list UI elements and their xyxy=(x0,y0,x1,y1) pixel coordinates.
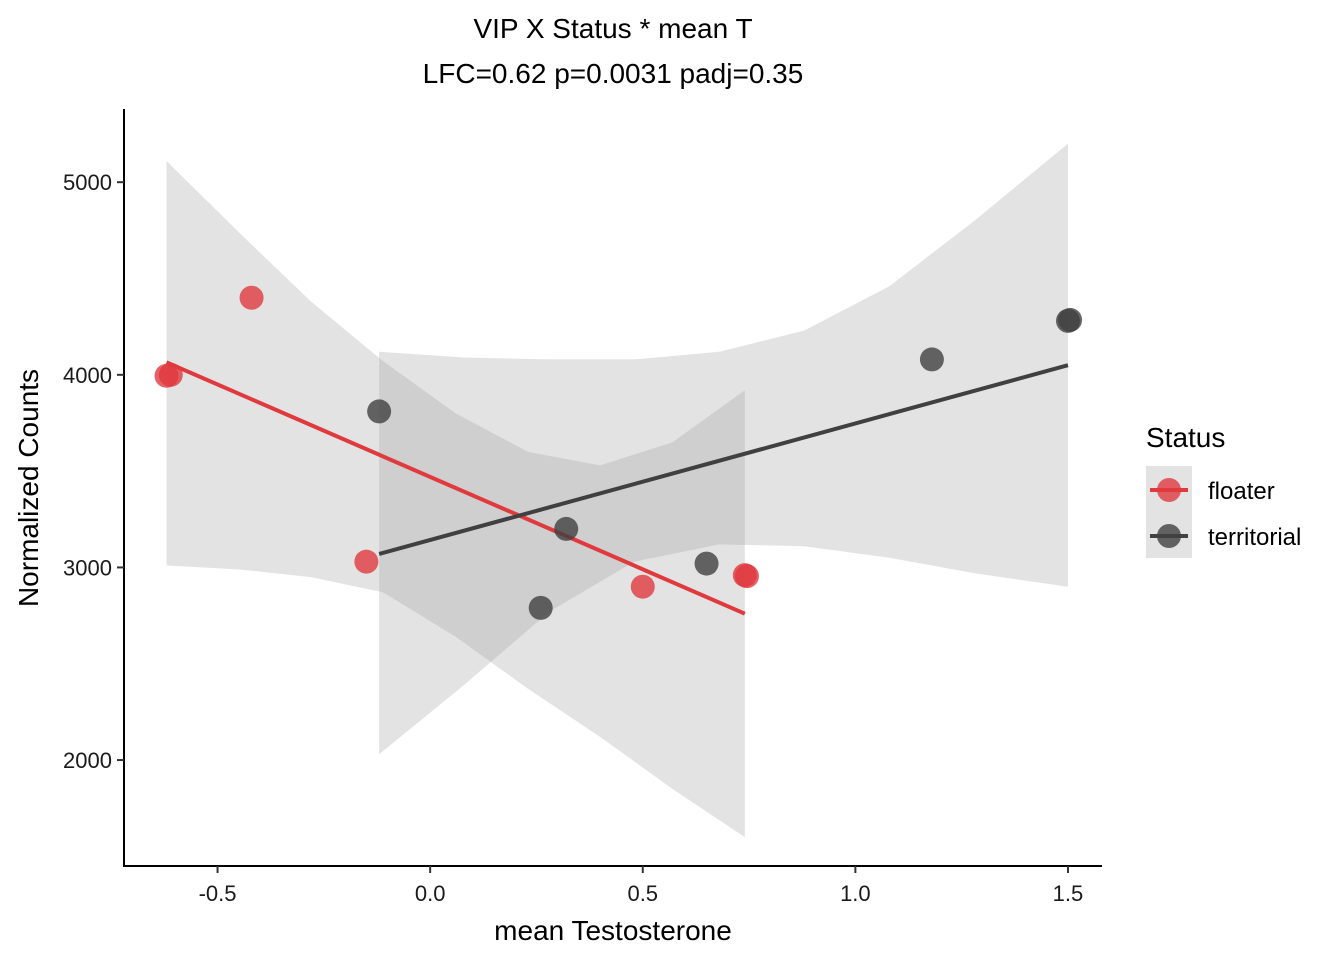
y-tick-label: 5000 xyxy=(63,170,112,195)
fit-line-territorial xyxy=(378,363,1069,556)
point-floater-4 xyxy=(630,574,655,599)
legend-label-territorial: territorial xyxy=(1208,524,1301,551)
chart-subtitle: LFC=0.62 p=0.0031 padj=0.35 xyxy=(423,58,804,89)
point-floater-2 xyxy=(239,285,264,310)
point-territorial-2 xyxy=(554,516,579,541)
y-axis-title: Normalized Counts xyxy=(13,369,44,607)
point-floater-3 xyxy=(354,549,379,574)
y-axis-ticks: 2000 3000 4000 5000 xyxy=(63,170,124,773)
confidence-bands xyxy=(166,143,1068,838)
legend-key-point-territorial xyxy=(1157,524,1181,548)
confidence-band-territorial xyxy=(379,143,1068,755)
x-tick-label: 1.5 xyxy=(1053,881,1084,906)
y-tick-label: 2000 xyxy=(63,748,112,773)
point-territorial-0 xyxy=(367,399,392,424)
x-tick-label: 1.0 xyxy=(840,881,871,906)
legend-key-point-floater xyxy=(1157,478,1181,502)
x-tick-label: -0.5 xyxy=(199,881,237,906)
legend-label-floater: floater xyxy=(1208,478,1275,505)
axes xyxy=(123,109,1102,867)
x-tick-label: 0.5 xyxy=(627,881,658,906)
point-territorial-4 xyxy=(919,347,944,372)
y-tick-label: 4000 xyxy=(63,363,112,388)
point-territorial-1 xyxy=(528,595,553,620)
chart-title: VIP X Status * mean T xyxy=(473,13,752,44)
y-tick-label: 3000 xyxy=(63,555,112,580)
fit-line-floater xyxy=(165,360,746,616)
x-tick-label: 0.0 xyxy=(415,881,446,906)
point-territorial-6 xyxy=(1058,307,1083,332)
legend-title: Status xyxy=(1146,422,1225,453)
regression-lines xyxy=(165,360,1069,616)
point-floater-6 xyxy=(734,564,759,589)
x-axis-ticks: -0.5 0.0 0.5 1.0 1.5 xyxy=(199,866,1084,906)
point-territorial-3 xyxy=(694,551,719,576)
legend: Status floater territorial xyxy=(1146,422,1301,558)
x-axis-title: mean Testosterone xyxy=(494,915,732,946)
confidence-band-floater xyxy=(166,161,745,838)
data-points xyxy=(154,285,1083,620)
point-floater-1 xyxy=(154,363,179,388)
